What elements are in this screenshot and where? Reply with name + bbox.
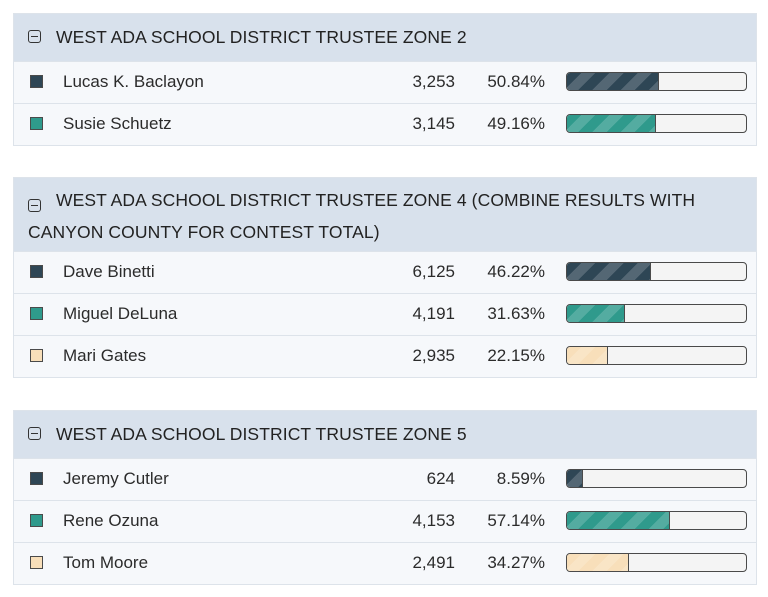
color-swatch bbox=[30, 556, 43, 569]
candidate-name: Rene Ozuna bbox=[63, 511, 159, 530]
candidate-row: Lucas K. Baclayon 3,253 50.84% bbox=[14, 61, 756, 103]
vote-percent: 50.84% bbox=[487, 72, 545, 91]
color-swatch bbox=[30, 265, 43, 278]
vote-share-bar bbox=[566, 114, 747, 133]
collapse-icon[interactable] bbox=[28, 30, 41, 43]
candidate-name: Tom Moore bbox=[63, 553, 149, 572]
vote-count: 624 bbox=[426, 469, 455, 488]
vote-count: 3,145 bbox=[412, 114, 455, 133]
candidate-row: Rene Ozuna 4,153 57.14% bbox=[14, 500, 756, 542]
color-swatch bbox=[30, 75, 43, 88]
candidate-name: Lucas K. Baclayon bbox=[63, 72, 204, 91]
candidate-name: Susie Schuetz bbox=[63, 114, 172, 133]
contest-panel-zone-4: WEST ADA SCHOOL DISTRICT TRUSTEE ZONE 4 … bbox=[13, 177, 757, 378]
contest-title: WEST ADA SCHOOL DISTRICT TRUSTEE ZONE 5 bbox=[56, 424, 467, 444]
vote-count: 3,253 bbox=[412, 72, 455, 91]
contest-header[interactable]: WEST ADA SCHOOL DISTRICT TRUSTEE ZONE 5 bbox=[14, 411, 756, 458]
candidate-row: Jeremy Cutler 624 8.59% bbox=[14, 458, 756, 500]
collapse-icon[interactable] bbox=[28, 199, 41, 212]
candidate-row: Dave Binetti 6,125 46.22% bbox=[14, 251, 756, 293]
vote-percent: 8.59% bbox=[496, 469, 545, 488]
vote-count: 2,491 bbox=[412, 553, 455, 572]
vote-count: 6,125 bbox=[412, 262, 455, 281]
candidate-row: Mari Gates 2,935 22.15% bbox=[14, 335, 756, 377]
candidate-name: Miguel DeLuna bbox=[63, 304, 178, 323]
vote-count: 4,191 bbox=[412, 304, 455, 323]
vote-share-bar bbox=[566, 346, 747, 365]
vote-share-bar bbox=[566, 304, 747, 323]
vote-share-bar bbox=[566, 262, 747, 281]
vote-share-bar bbox=[566, 469, 747, 488]
candidate-name: Mari Gates bbox=[63, 346, 147, 365]
vote-count: 4,153 bbox=[412, 511, 455, 530]
vote-percent: 49.16% bbox=[487, 114, 545, 133]
vote-share-bar-fill bbox=[567, 512, 671, 529]
color-swatch bbox=[30, 307, 43, 320]
vote-share-bar-fill bbox=[567, 347, 608, 364]
color-swatch bbox=[30, 349, 43, 362]
vote-percent: 34.27% bbox=[487, 553, 545, 572]
vote-count: 2,935 bbox=[412, 346, 455, 365]
contest-header[interactable]: WEST ADA SCHOOL DISTRICT TRUSTEE ZONE 2 bbox=[14, 14, 756, 61]
vote-share-bar-fill bbox=[567, 305, 625, 322]
candidate-row: Miguel DeLuna 4,191 31.63% bbox=[14, 293, 756, 335]
vote-share-bar-fill bbox=[567, 115, 656, 132]
vote-share-bar-fill bbox=[567, 73, 659, 90]
vote-share-bar bbox=[566, 553, 747, 572]
vote-share-bar-fill bbox=[567, 470, 584, 487]
contest-panel-zone-2: WEST ADA SCHOOL DISTRICT TRUSTEE ZONE 2 … bbox=[13, 13, 757, 146]
contest-panel-zone-5: WEST ADA SCHOOL DISTRICT TRUSTEE ZONE 5 … bbox=[13, 410, 757, 585]
vote-percent: 46.22% bbox=[487, 262, 545, 281]
candidate-name: Dave Binetti bbox=[63, 262, 155, 281]
vote-share-bar bbox=[566, 511, 747, 530]
color-swatch bbox=[30, 514, 43, 527]
color-swatch bbox=[30, 117, 43, 130]
candidate-name: Jeremy Cutler bbox=[63, 469, 169, 488]
candidate-row: Tom Moore 2,491 34.27% bbox=[14, 542, 756, 584]
vote-percent: 31.63% bbox=[487, 304, 545, 323]
candidate-row: Susie Schuetz 3,145 49.16% bbox=[14, 103, 756, 145]
contest-header[interactable]: WEST ADA SCHOOL DISTRICT TRUSTEE ZONE 4 … bbox=[14, 178, 756, 251]
contest-title: WEST ADA SCHOOL DISTRICT TRUSTEE ZONE 4 … bbox=[28, 190, 696, 242]
vote-share-bar-fill bbox=[567, 554, 630, 571]
vote-share-bar-fill bbox=[567, 263, 651, 280]
vote-percent: 57.14% bbox=[487, 511, 545, 530]
collapse-icon[interactable] bbox=[28, 427, 41, 440]
color-swatch bbox=[30, 472, 43, 485]
contest-title: WEST ADA SCHOOL DISTRICT TRUSTEE ZONE 2 bbox=[56, 27, 467, 47]
vote-share-bar bbox=[566, 72, 747, 91]
vote-percent: 22.15% bbox=[487, 346, 545, 365]
